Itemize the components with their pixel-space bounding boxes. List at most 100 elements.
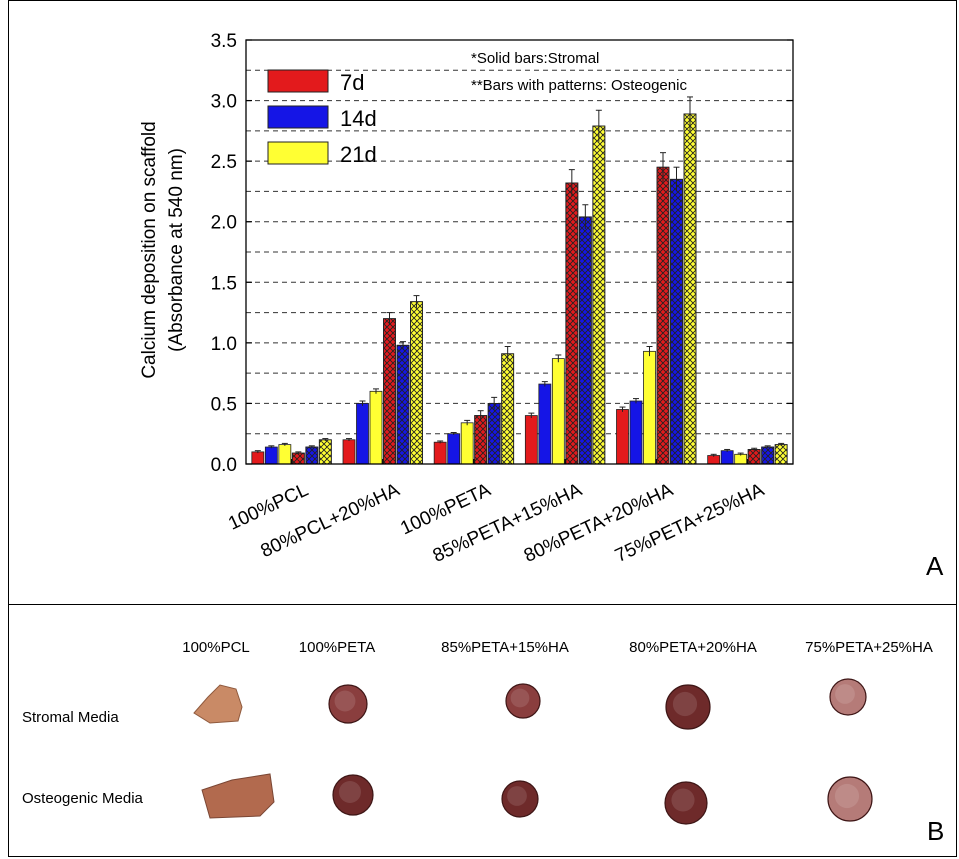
bar-hatch [410, 301, 423, 465]
y-tick-label: 0.0 [211, 455, 237, 476]
bar [369, 390, 383, 465]
bar-hatch [565, 182, 579, 465]
bar [524, 415, 538, 465]
disc-highlight [671, 788, 695, 812]
bar-hatch [670, 178, 683, 465]
plot-frame [245, 39, 794, 465]
panel-b-label: B [927, 816, 945, 846]
bar [251, 451, 265, 465]
photo-column-label: 100%PCL [182, 639, 250, 656]
bar-hatch [747, 449, 761, 465]
scaffold-disc [827, 776, 873, 822]
legend-swatch [267, 141, 329, 165]
bar [433, 441, 447, 465]
y-tick-label: 3.0 [211, 92, 237, 113]
scaffold-disc [664, 781, 708, 825]
bar-chart: 0.00.51.01.52.02.53.03.5100%PCL80%PCL+20… [139, 31, 794, 567]
bar-hatch [578, 216, 592, 465]
figure-frame [8, 0, 957, 857]
photo-column-label: 80%PETA+20%HA [629, 639, 757, 656]
bar-hatch [318, 439, 332, 465]
legend-swatch [267, 69, 329, 93]
scaffold-disc [829, 678, 867, 716]
bar-hatch [774, 444, 788, 465]
bar-hatch [656, 166, 670, 465]
disc-highlight [339, 781, 361, 803]
y-tick-label: 3.5 [211, 31, 237, 52]
scaffold-disc-photo [664, 781, 708, 825]
scaffold-sample-shape [201, 773, 275, 819]
scaffold-disc [501, 780, 539, 818]
bar [538, 383, 552, 465]
legend-label: 7d [340, 70, 364, 95]
y-tick-label: 1.5 [211, 273, 237, 294]
scaffold-disc-photo [827, 776, 873, 822]
panel-divider [8, 604, 957, 605]
scaffold-disc [328, 684, 368, 724]
y-axis-label: Calcium deposition on scaffold [139, 121, 160, 378]
scaffold-disc-photo [829, 678, 867, 716]
y-tick-label: 2.5 [211, 152, 237, 173]
bar [629, 400, 643, 465]
scaffold-disc [665, 684, 711, 730]
note-stromal: *Solid bars:Stromal [471, 50, 599, 67]
bar [278, 444, 292, 465]
x-tick-label: 75%PETA+25%HA [612, 479, 768, 567]
grid-lines [246, 69, 793, 435]
scaffold-disc-photo [505, 683, 541, 719]
y-tick-label: 0.5 [211, 394, 237, 415]
bar-hatch [474, 415, 488, 465]
bar [551, 358, 565, 465]
panel-a-label: A [926, 551, 944, 581]
bar [342, 439, 356, 465]
x-tick-label: 85%PETA+15%HA [430, 479, 586, 567]
legend-label: 14d [340, 106, 377, 131]
scaffold-disc-photo [665, 684, 711, 730]
bar [734, 453, 748, 465]
x-tick-label: 80%PETA+20%HA [521, 479, 677, 567]
bars [251, 96, 788, 465]
bar-hatch [501, 353, 515, 465]
bar [264, 446, 278, 465]
photo-column-label: 85%PETA+15%HA [441, 639, 569, 656]
scaffold-disc [505, 683, 541, 719]
photo-row-label: Stromal Media [22, 709, 119, 726]
sample-photo-pcl-stromal [193, 684, 243, 724]
disc-highlight [510, 688, 530, 708]
photo-row-label: Osteogenic Media [22, 790, 143, 807]
bar [707, 455, 721, 465]
bar [460, 422, 474, 465]
bar-hatch [683, 113, 697, 465]
disc-highlight [672, 691, 698, 717]
bar-hatch [291, 452, 305, 465]
scaffold-disc-photo [501, 780, 539, 818]
scaffold-disc [332, 774, 374, 816]
legend: 7d 14d 21d [267, 69, 377, 167]
scaffold-disc-photo [332, 774, 374, 816]
scaffold-sample-shape [193, 684, 243, 724]
bar [643, 350, 656, 465]
bar [356, 403, 369, 465]
bar [720, 450, 734, 465]
bar-hatch [305, 446, 319, 465]
sample-photo-pcl-osteogenic [201, 773, 275, 819]
disc-highlight [334, 690, 356, 712]
y-tick-label: 1.0 [211, 334, 237, 355]
y-tick-label: 2.0 [211, 213, 237, 234]
bar-hatch [487, 403, 501, 465]
photo-column-label: 75%PETA+25%HA [805, 639, 933, 656]
bar-hatch [592, 125, 606, 465]
y-axis-label-units: (Absorbance at 540 nm) [166, 148, 187, 352]
bar-hatch [761, 446, 775, 465]
bar [616, 409, 629, 465]
scaffold-disc-photo [328, 684, 368, 724]
bar-hatch [396, 344, 410, 465]
disc-highlight [507, 786, 527, 806]
bar-hatch [383, 318, 396, 465]
disc-highlight [835, 684, 855, 704]
legend-label: 21d [340, 142, 377, 167]
photo-column-label: 100%PETA [298, 639, 376, 656]
note-osteogenic: **Bars with patterns: Osteogenic [471, 77, 687, 94]
disc-highlight [834, 783, 860, 809]
bar [447, 433, 461, 465]
